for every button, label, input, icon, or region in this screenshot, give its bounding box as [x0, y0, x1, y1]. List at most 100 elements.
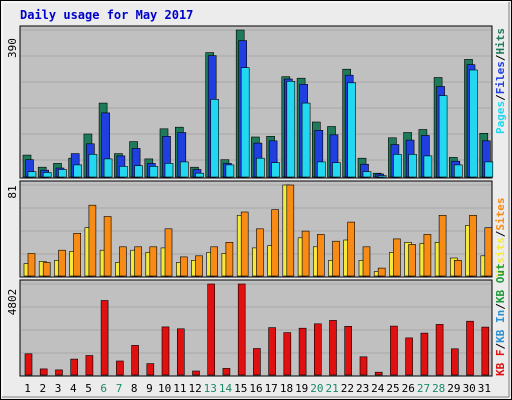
x-tick-label-day-4: 4 — [70, 382, 77, 395]
bar-pages-day-4 — [73, 164, 82, 178]
bar-pages-day-26 — [408, 154, 417, 178]
legend-sep-5: / — [494, 303, 507, 310]
bar-pages-day-24 — [377, 175, 387, 178]
bar-kbf-day-25 — [390, 325, 398, 376]
bar-sites-day-13 — [210, 246, 218, 277]
x-tick-label-day-29: 29 — [447, 382, 460, 395]
x-tick-label-day-20: 20 — [310, 382, 323, 395]
x-tick-label-day-21: 21 — [325, 382, 338, 395]
bar-pages-day-14 — [225, 164, 235, 178]
bar-sites-day-20 — [316, 234, 325, 277]
bar-pages-day-15 — [240, 67, 250, 178]
bar-sites-day-5 — [88, 204, 97, 277]
x-tick-label-day-2: 2 — [39, 382, 46, 395]
legend-panel3: KB F/KB In/KB Out — [494, 263, 507, 376]
bar-sites-day-6 — [103, 216, 112, 277]
bar-pages-day-10 — [164, 163, 174, 178]
x-tick-label-day-6: 6 — [100, 382, 107, 395]
bar-kbf-day-11 — [177, 328, 185, 376]
bar-sites-day-25 — [393, 238, 401, 277]
x-tick-label-day-18: 18 — [280, 382, 293, 395]
x-tick-label-day-17: 17 — [265, 382, 278, 395]
bar-pages-day-3 — [58, 169, 67, 178]
bar-sites-day-23 — [362, 246, 371, 277]
bar-kbf-day-28 — [435, 324, 444, 376]
bar-sites-day-1 — [27, 253, 36, 277]
legend-kb-out: KB Out — [494, 263, 507, 303]
bar-sites-day-17 — [271, 209, 279, 277]
legend-sep-1: / — [494, 94, 507, 101]
legend-sep-2: / — [494, 54, 507, 61]
y-max-label-panel1: 390 — [6, 38, 19, 58]
bar-sites-day-21 — [332, 240, 340, 277]
bar-kbf-day-8 — [131, 345, 139, 376]
bar-kbf-day-9 — [146, 363, 155, 376]
x-tick-label-day-13: 13 — [204, 382, 217, 395]
bar-kbf-day-20 — [313, 323, 322, 376]
bar-sites-day-30 — [469, 215, 477, 277]
bar-sites-day-11 — [180, 256, 188, 277]
bar-sites-day-3 — [58, 249, 66, 277]
bar-kbf-day-23 — [359, 356, 368, 376]
bars-layer — [22, 29, 494, 376]
bar-pages-day-20 — [316, 161, 326, 178]
bar-kbf-day-10 — [161, 326, 170, 376]
x-tick-label-day-25: 25 — [386, 382, 399, 395]
x-axis-day-labels: 1 2 3 4 5 6 7 8 9 10 11 12 13 14 15 16 17 18 19 20 21 22 23 24 2… — [24, 382, 491, 395]
legend-kb-f: KB F — [494, 350, 507, 377]
bar-pages-day-22 — [347, 82, 357, 178]
bar-kbf-day-13 — [207, 283, 215, 376]
x-tick-label-day-5: 5 — [85, 382, 92, 395]
x-tick-label-day-3: 3 — [55, 382, 62, 395]
legend-visits: Visits — [494, 237, 507, 277]
bar-sites-day-8 — [134, 246, 142, 277]
bar-kbf-day-7 — [116, 360, 124, 376]
bar-kbf-day-6 — [100, 300, 109, 376]
bar-kbf-day-14 — [222, 368, 231, 376]
legend-pages: Pages — [494, 101, 507, 134]
bar-pages-day-9 — [149, 166, 159, 178]
bar-sites-day-28 — [438, 215, 447, 277]
y-max-label-panel3: 4802 — [6, 289, 19, 316]
x-tick-label-day-28: 28 — [432, 382, 445, 395]
bar-sites-day-16 — [256, 228, 264, 277]
bar-sites-day-4 — [73, 233, 81, 277]
bar-sites-day-10 — [164, 228, 173, 277]
x-tick-label-day-27: 27 — [417, 382, 430, 395]
legend-panel1: Pages/Files/Hits — [494, 28, 507, 134]
bar-pages-day-12 — [195, 172, 204, 178]
bar-pages-day-23 — [362, 171, 372, 178]
x-tick-label-day-14: 14 — [219, 382, 233, 395]
bar-pages-day-5 — [88, 154, 98, 178]
bar-kbf-day-15 — [237, 283, 246, 376]
bar-pages-day-21 — [332, 162, 341, 178]
bar-kbf-day-29 — [450, 348, 459, 376]
bar-sites-day-2 — [42, 262, 51, 277]
bar-sites-day-9 — [149, 246, 158, 277]
bar-kbf-day-31 — [481, 326, 490, 376]
bar-kbf-day-24 — [374, 371, 383, 376]
x-tick-label-day-11: 11 — [173, 382, 186, 395]
bar-kbf-day-4 — [70, 358, 78, 376]
bar-kbf-day-17 — [268, 327, 276, 376]
x-tick-label-day-23: 23 — [356, 382, 369, 395]
x-tick-label-day-16: 16 — [249, 382, 262, 395]
bar-pages-day-11 — [180, 161, 189, 178]
legend-sep-4: / — [494, 343, 507, 350]
bar-pages-day-7 — [119, 166, 128, 178]
bar-pages-day-27 — [423, 155, 433, 178]
bar-sites-day-26 — [408, 244, 416, 277]
bar-sites-day-7 — [119, 246, 127, 277]
y-max-label-panel2: 81 — [6, 185, 19, 198]
x-tick-label-day-15: 15 — [234, 382, 247, 395]
x-tick-label-day-30: 30 — [463, 382, 476, 395]
x-tick-label-day-26: 26 — [402, 382, 415, 395]
bar-kbf-day-3 — [55, 369, 63, 376]
bar-kbf-day-19 — [298, 327, 307, 376]
bar-sites-day-24 — [377, 267, 386, 277]
x-tick-label-day-24: 24 — [371, 382, 385, 395]
bar-kbf-day-1 — [24, 353, 33, 376]
bar-sites-day-12 — [195, 255, 203, 277]
chart-title: Daily usage for May 2017 — [20, 8, 193, 22]
